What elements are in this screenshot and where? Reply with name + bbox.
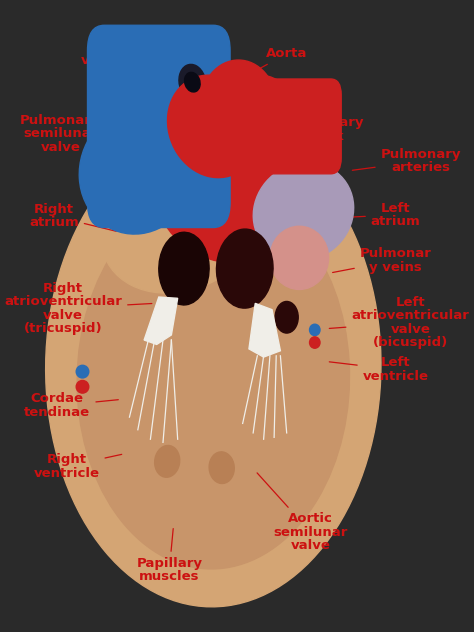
Ellipse shape: [184, 72, 200, 92]
Ellipse shape: [253, 162, 354, 261]
Text: Right
atrium: Right atrium: [29, 203, 116, 231]
Text: Left
atrioventricular
valve
(bicuspid): Left atrioventricular valve (bicuspid): [329, 296, 469, 349]
Ellipse shape: [118, 32, 199, 120]
Ellipse shape: [77, 190, 349, 569]
Ellipse shape: [270, 226, 328, 289]
Text: Papillary
muscles: Papillary muscles: [137, 528, 202, 583]
Ellipse shape: [217, 229, 273, 308]
Text: Superior
vena cava: Superior vena cava: [82, 40, 171, 86]
Text: Aorta: Aorta: [243, 47, 307, 78]
Text: Cordae
tendinae: Cordae tendinae: [24, 392, 118, 419]
Ellipse shape: [76, 380, 89, 393]
Polygon shape: [144, 297, 178, 344]
Ellipse shape: [151, 72, 327, 263]
Ellipse shape: [155, 446, 180, 477]
Text: Right
atrioventricular
valve
(tricuspid): Right atrioventricular valve (tricuspid): [4, 282, 152, 335]
FancyBboxPatch shape: [88, 25, 230, 228]
Text: Left
atrium: Left atrium: [334, 202, 420, 228]
Ellipse shape: [101, 149, 267, 293]
Text: Pulmonary
trunk: Pulmonary trunk: [273, 116, 365, 143]
Polygon shape: [249, 303, 281, 357]
Ellipse shape: [201, 60, 276, 149]
FancyBboxPatch shape: [237, 79, 341, 174]
Text: Right
ventricle: Right ventricle: [34, 453, 122, 480]
Ellipse shape: [79, 107, 196, 234]
Text: Pulmonary
arteries: Pulmonary arteries: [352, 148, 461, 174]
Text: Left
ventricle: Left ventricle: [329, 356, 428, 383]
Ellipse shape: [275, 301, 298, 333]
Ellipse shape: [159, 232, 209, 305]
Ellipse shape: [179, 64, 206, 100]
Ellipse shape: [76, 365, 89, 378]
Text: Aortic
semilunar
valve: Aortic semilunar valve: [257, 473, 348, 552]
Ellipse shape: [209, 452, 234, 483]
Ellipse shape: [310, 337, 320, 348]
Ellipse shape: [46, 126, 381, 607]
Ellipse shape: [167, 75, 259, 178]
Ellipse shape: [310, 324, 320, 336]
Text: Pulmonar
y veins: Pulmonar y veins: [333, 247, 432, 274]
Text: Pulmonary
semilunar
valve: Pulmonary semilunar valve: [20, 114, 142, 164]
